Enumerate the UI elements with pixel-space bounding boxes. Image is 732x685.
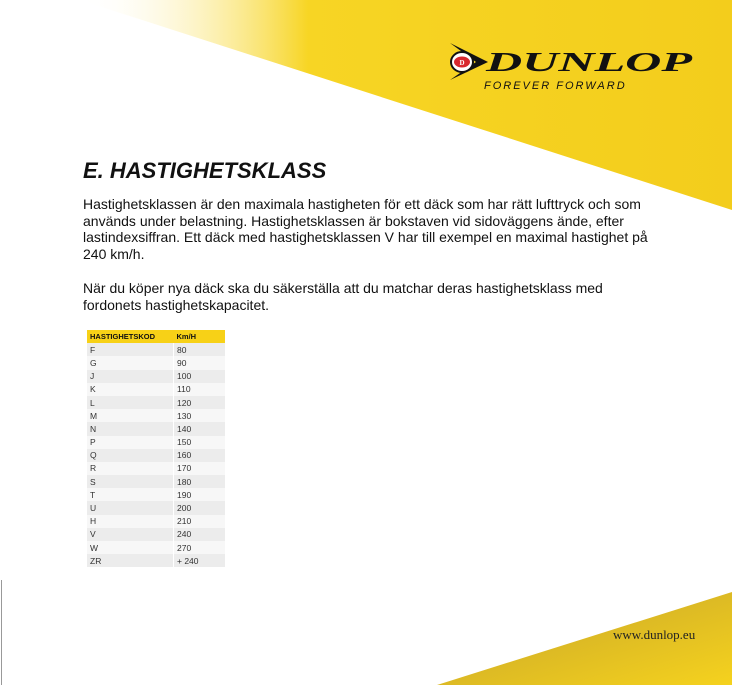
table-row: G 90 bbox=[87, 356, 225, 370]
top-yellow-band bbox=[80, 0, 732, 210]
speed-kmh-cell: 150 bbox=[173, 435, 225, 449]
speed-code-cell: W bbox=[87, 541, 174, 555]
speed-code-cell: F bbox=[87, 343, 174, 357]
speed-code-cell: N bbox=[87, 422, 174, 436]
speed-kmh-cell: 170 bbox=[173, 461, 225, 476]
header-kmh: Km/H bbox=[173, 330, 225, 344]
table-row: N 140 bbox=[87, 422, 225, 436]
speed-code-cell: T bbox=[87, 488, 174, 502]
bottom-yellow-band bbox=[437, 592, 732, 685]
speed-kmh-cell: 110 bbox=[173, 382, 225, 396]
speed-code-cell: U bbox=[87, 501, 174, 515]
header-code: HASTIGHETSKOD bbox=[87, 330, 174, 344]
brand-name: DUNLOP bbox=[484, 47, 693, 77]
speed-kmh-cell: 200 bbox=[173, 501, 225, 515]
speed-code-cell: V bbox=[87, 527, 174, 541]
speed-code-cell: S bbox=[87, 475, 174, 489]
table-row: M 130 bbox=[87, 409, 225, 423]
page-title: E. HASTIGHETSKLASS bbox=[83, 158, 327, 183]
table-row: U 200 bbox=[87, 501, 225, 515]
table-row: W 270 bbox=[87, 541, 225, 555]
speed-kmh-cell: 90 bbox=[173, 356, 225, 370]
speed-class-table: HASTIGHETSKOD Km/H F 80 G 90 J 100 K 110 L 120 M 13… bbox=[87, 330, 225, 568]
table-row: ZR + 240 bbox=[87, 554, 225, 568]
table-row: T 190 bbox=[87, 488, 225, 502]
speed-kmh-cell: 180 bbox=[173, 475, 225, 489]
speed-kmh-cell: 210 bbox=[173, 514, 225, 528]
paragraph-2: När du köper nya däck ska du säkerställa… bbox=[83, 280, 603, 313]
table-row: V 240 bbox=[87, 527, 225, 541]
speed-code-cell: K bbox=[87, 382, 174, 396]
speed-code-cell: J bbox=[87, 369, 174, 383]
emblem-letter: D bbox=[459, 59, 464, 67]
speed-code-cell: R bbox=[87, 461, 174, 476]
speed-code-cell: ZR bbox=[87, 554, 174, 568]
speed-kmh-cell: 80 bbox=[173, 343, 225, 357]
speed-code-cell: G bbox=[87, 356, 174, 370]
speed-kmh-cell: 130 bbox=[173, 409, 225, 423]
speed-kmh-cell: 240 bbox=[173, 527, 225, 541]
speed-kmh-cell: 100 bbox=[173, 369, 225, 383]
dunlop-logo: D DUNLOP FOREVER FORWARD bbox=[450, 43, 693, 92]
speed-kmh-cell: + 240 bbox=[173, 554, 225, 568]
speed-kmh-cell: 270 bbox=[173, 541, 225, 555]
table-row: R 170 bbox=[87, 461, 225, 476]
speed-code-cell: M bbox=[87, 409, 174, 423]
speed-kmh-cell: 160 bbox=[173, 448, 225, 462]
speed-code-cell: H bbox=[87, 514, 174, 528]
table-row: Q 160 bbox=[87, 448, 225, 462]
speed-kmh-cell: 140 bbox=[173, 422, 225, 436]
speed-code-cell: Q bbox=[87, 448, 174, 462]
table-row: J 100 bbox=[87, 369, 225, 383]
table-row: S 180 bbox=[87, 475, 225, 489]
speed-code-cell: P bbox=[87, 435, 174, 449]
table-row: P 150 bbox=[87, 435, 225, 449]
table-row: F 80 bbox=[87, 343, 225, 357]
speed-kmh-cell: 120 bbox=[173, 395, 225, 410]
left-border-line bbox=[1, 580, 2, 685]
paragraph-1: Hastighetsklassen är den maximala hastig… bbox=[83, 196, 648, 262]
speed-code-cell: L bbox=[87, 395, 174, 410]
table-row: H 210 bbox=[87, 514, 225, 528]
brand-tagline: FOREVER FORWARD bbox=[484, 80, 627, 92]
footer-url: www.dunlop.eu bbox=[613, 627, 696, 642]
speed-kmh-cell: 190 bbox=[173, 488, 225, 502]
table-row: K 110 bbox=[87, 382, 225, 396]
table-row: L 120 bbox=[87, 395, 225, 410]
